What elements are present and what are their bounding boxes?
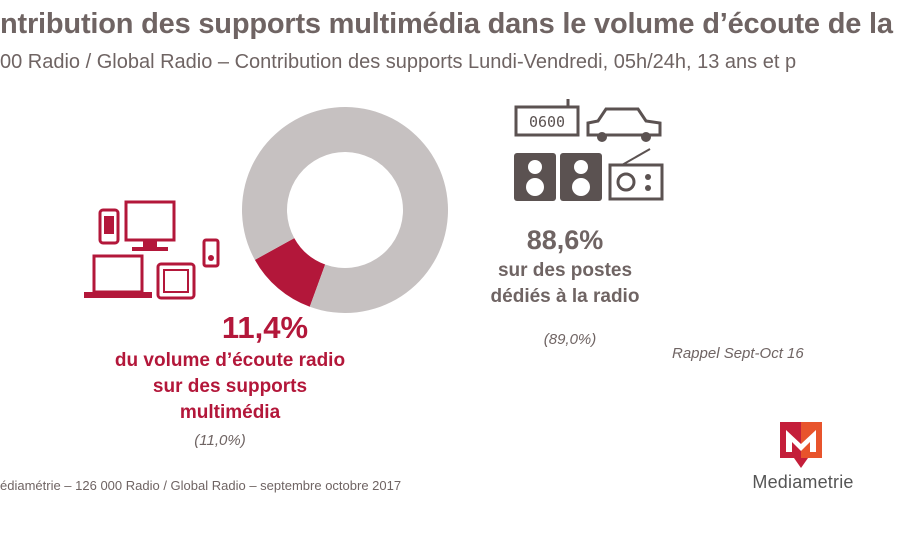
- dedicated-previous-value: (89,0%): [543, 331, 597, 348]
- mediametrie-logo-icon: [780, 422, 822, 468]
- mp3-player-icon: [202, 238, 220, 268]
- multimedia-label-line: sur des supports: [152, 376, 308, 397]
- donut-chart: [242, 107, 448, 314]
- donut-slice-dedicated: [242, 107, 448, 314]
- alarm-clock-radio-icon: 0600: [514, 99, 580, 137]
- mediametrie-logo-text: Mediametrie: [752, 472, 854, 492]
- rappel-note: Rappel Sept-Oct 16: [672, 345, 804, 362]
- dedicated-label-line: dédiés à la radio: [490, 286, 640, 307]
- monitor-icon: [124, 200, 176, 251]
- multimedia-previous-value: (11,0%): [194, 432, 246, 449]
- hifi-speakers-icon: [514, 153, 602, 201]
- page-subtitle: 00 Radio / Global Radio – Contribution d…: [0, 51, 797, 73]
- dedicated-percentage: 88,6%: [526, 225, 604, 255]
- donut-slice-multimedia: [254, 238, 326, 307]
- car-icon: [586, 107, 662, 142]
- multimedia-percentage: 11,4%: [221, 310, 309, 345]
- radio-display-text: 0600: [529, 113, 565, 131]
- multimedia-label: du volume d’écoute radio sur des support…: [90, 348, 370, 426]
- page-title: ntribution des supports multimédia dans …: [0, 8, 900, 40]
- tablet-icon: [156, 262, 196, 300]
- multimedia-devices-icon: [84, 200, 220, 300]
- dedicated-label: sur des postes dédiés à la radio: [460, 258, 670, 310]
- dedicated-radio-devices-icon: 0600: [514, 99, 664, 201]
- smartphone-icon: [98, 208, 120, 245]
- transistor-radio-icon: [608, 148, 664, 201]
- source-note: édiamétrie – 126 000 Radio / Global Radi…: [0, 478, 402, 493]
- dedicated-label-line: sur des postes: [497, 260, 633, 281]
- multimedia-label-line: du volume d’écoute radio: [114, 350, 346, 371]
- laptop-icon: [84, 254, 152, 298]
- multimedia-label-line: multimédia: [179, 402, 281, 423]
